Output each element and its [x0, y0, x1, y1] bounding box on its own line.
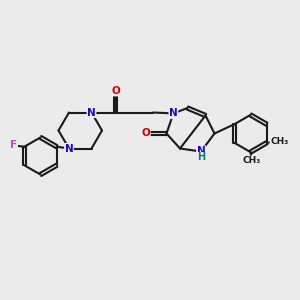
Text: N: N: [169, 108, 178, 118]
Text: H: H: [197, 152, 206, 163]
Text: N: N: [87, 107, 96, 118]
Text: O: O: [141, 128, 150, 139]
Text: F: F: [10, 140, 17, 150]
Text: CH₃: CH₃: [243, 156, 261, 165]
Text: O: O: [111, 86, 120, 96]
Text: N: N: [64, 143, 74, 154]
Text: CH₃: CH₃: [270, 137, 288, 146]
Text: N: N: [196, 146, 206, 156]
